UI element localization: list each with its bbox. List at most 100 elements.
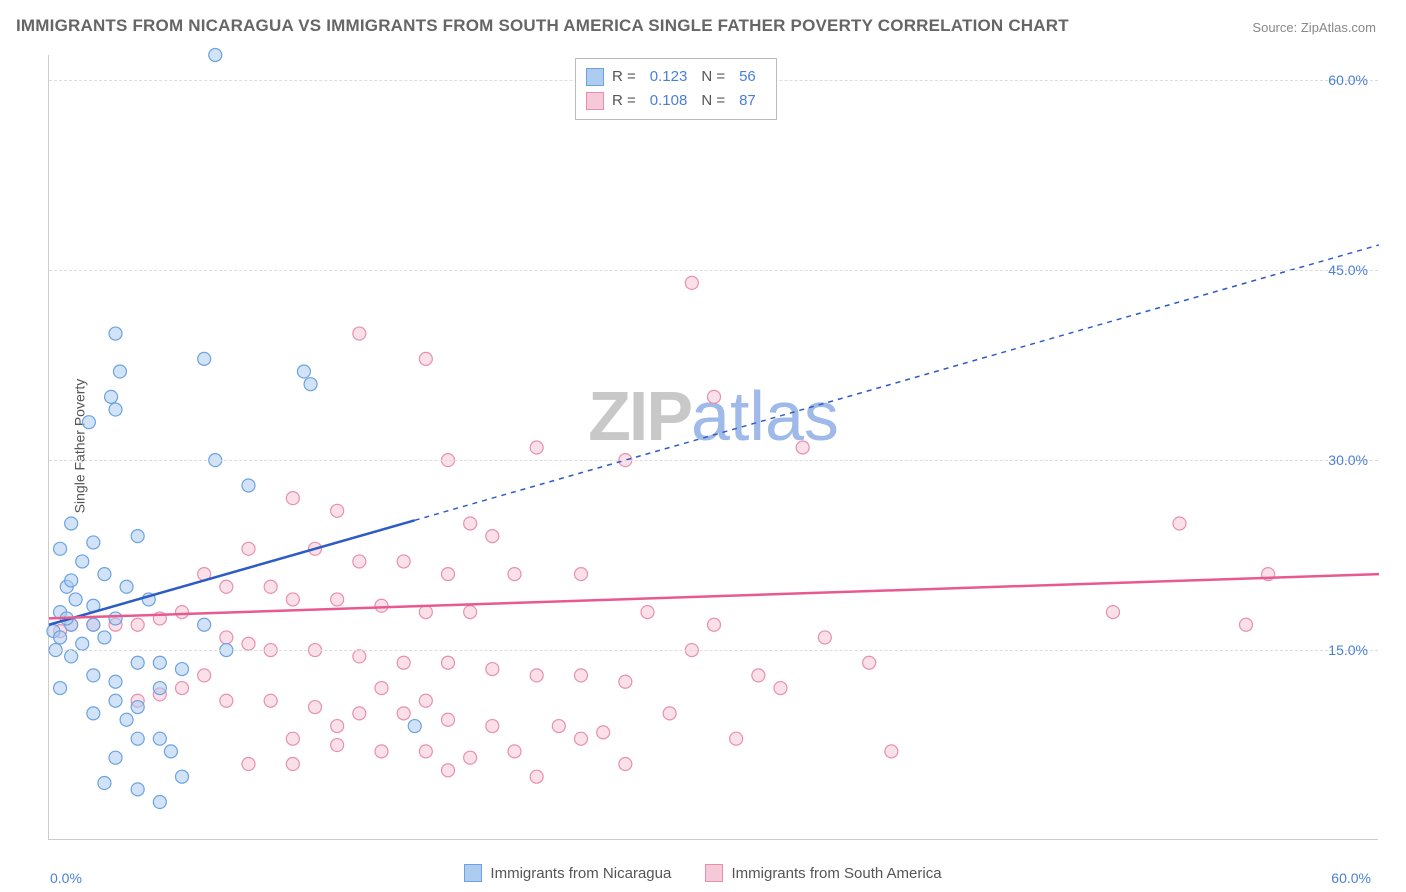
gridline (49, 460, 1378, 461)
data-point-south_america (442, 656, 455, 669)
data-point-south_america (353, 707, 366, 720)
data-point-nicaragua (54, 682, 67, 695)
data-point-nicaragua (109, 403, 122, 416)
data-point-south_america (176, 682, 189, 695)
data-point-south_america (552, 720, 565, 733)
data-point-nicaragua (209, 49, 222, 62)
data-point-nicaragua (113, 365, 126, 378)
data-point-nicaragua (109, 675, 122, 688)
data-point-nicaragua (131, 732, 144, 745)
bottom-legend: Immigrants from Nicaragua Immigrants fro… (0, 864, 1406, 886)
data-point-nicaragua (54, 631, 67, 644)
gridline (49, 270, 1378, 271)
data-point-south_america (375, 599, 388, 612)
r-value-southamerica: 0.108 (650, 89, 688, 113)
data-point-south_america (286, 758, 299, 771)
data-point-south_america (176, 606, 189, 619)
data-point-south_america (663, 707, 676, 720)
data-point-south_america (619, 675, 632, 688)
data-point-south_america (242, 542, 255, 555)
data-point-south_america (575, 568, 588, 581)
data-point-south_america (1173, 517, 1186, 530)
data-point-south_america (220, 631, 233, 644)
data-point-south_america (331, 593, 344, 606)
data-point-south_america (885, 745, 898, 758)
data-point-south_america (375, 682, 388, 695)
data-point-south_america (575, 669, 588, 682)
data-point-south_america (419, 694, 432, 707)
r-label: R = (612, 89, 636, 113)
data-point-nicaragua (242, 479, 255, 492)
data-point-south_america (486, 720, 499, 733)
data-point-south_america (508, 568, 521, 581)
data-point-nicaragua (297, 365, 310, 378)
source-name: ZipAtlas.com (1301, 20, 1376, 35)
data-point-nicaragua (131, 701, 144, 714)
data-point-south_america (419, 745, 432, 758)
data-point-south_america (641, 606, 654, 619)
data-point-south_america (220, 694, 233, 707)
trend-line-dashed-nicaragua (415, 245, 1379, 520)
data-point-nicaragua (76, 637, 89, 650)
gridline (49, 650, 1378, 651)
data-point-south_america (353, 555, 366, 568)
data-point-nicaragua (98, 777, 111, 790)
data-point-nicaragua (120, 713, 133, 726)
data-point-nicaragua (198, 352, 211, 365)
data-point-nicaragua (87, 707, 100, 720)
data-point-south_america (331, 739, 344, 752)
y-tick-label: 45.0% (1328, 262, 1368, 278)
legend-label-nicaragua: Immigrants from Nicaragua (490, 865, 671, 882)
legend-item-nicaragua: Immigrants from Nicaragua (464, 864, 671, 882)
data-point-nicaragua (164, 745, 177, 758)
data-point-nicaragua (87, 618, 100, 631)
n-label: N = (701, 65, 725, 89)
data-point-south_america (774, 682, 787, 695)
data-point-nicaragua (82, 416, 95, 429)
data-point-south_america (530, 669, 543, 682)
data-point-south_america (397, 707, 410, 720)
data-point-south_america (1107, 606, 1120, 619)
data-point-south_america (242, 758, 255, 771)
data-point-south_america (397, 555, 410, 568)
data-point-nicaragua (153, 732, 166, 745)
data-point-south_america (242, 637, 255, 650)
chart-plot-area: ZIPatlas 15.0%30.0%45.0%60.0% (48, 55, 1378, 840)
data-point-south_america (863, 656, 876, 669)
chart-title: IMMIGRANTS FROM NICARAGUA VS IMMIGRANTS … (16, 16, 1069, 36)
data-point-south_america (575, 732, 588, 745)
y-tick-label: 15.0% (1328, 642, 1368, 658)
data-point-nicaragua (304, 378, 317, 391)
data-point-south_america (442, 764, 455, 777)
data-point-south_america (353, 327, 366, 340)
data-point-nicaragua (153, 656, 166, 669)
data-point-south_america (264, 580, 277, 593)
data-point-nicaragua (153, 682, 166, 695)
data-point-nicaragua (54, 542, 67, 555)
data-point-nicaragua (109, 751, 122, 764)
n-value-southamerica: 87 (739, 89, 756, 113)
data-point-nicaragua (176, 663, 189, 676)
data-point-south_america (464, 751, 477, 764)
data-point-nicaragua (69, 593, 82, 606)
data-point-nicaragua (87, 536, 100, 549)
data-point-nicaragua (120, 580, 133, 593)
data-point-south_america (730, 732, 743, 745)
data-point-south_america (619, 758, 632, 771)
data-point-south_america (309, 701, 322, 714)
data-point-south_america (442, 568, 455, 581)
scatter-svg (49, 55, 1378, 839)
data-point-nicaragua (131, 783, 144, 796)
data-point-south_america (464, 606, 477, 619)
swatch-southamerica (586, 92, 604, 110)
data-point-nicaragua (65, 517, 78, 530)
data-point-nicaragua (65, 574, 78, 587)
data-point-nicaragua (109, 694, 122, 707)
data-point-south_america (375, 745, 388, 758)
data-point-south_america (286, 492, 299, 505)
data-point-south_america (419, 606, 432, 619)
data-point-south_america (286, 593, 299, 606)
swatch-nicaragua (586, 68, 604, 86)
legend-swatch-nicaragua (464, 864, 482, 882)
data-point-south_america (530, 770, 543, 783)
